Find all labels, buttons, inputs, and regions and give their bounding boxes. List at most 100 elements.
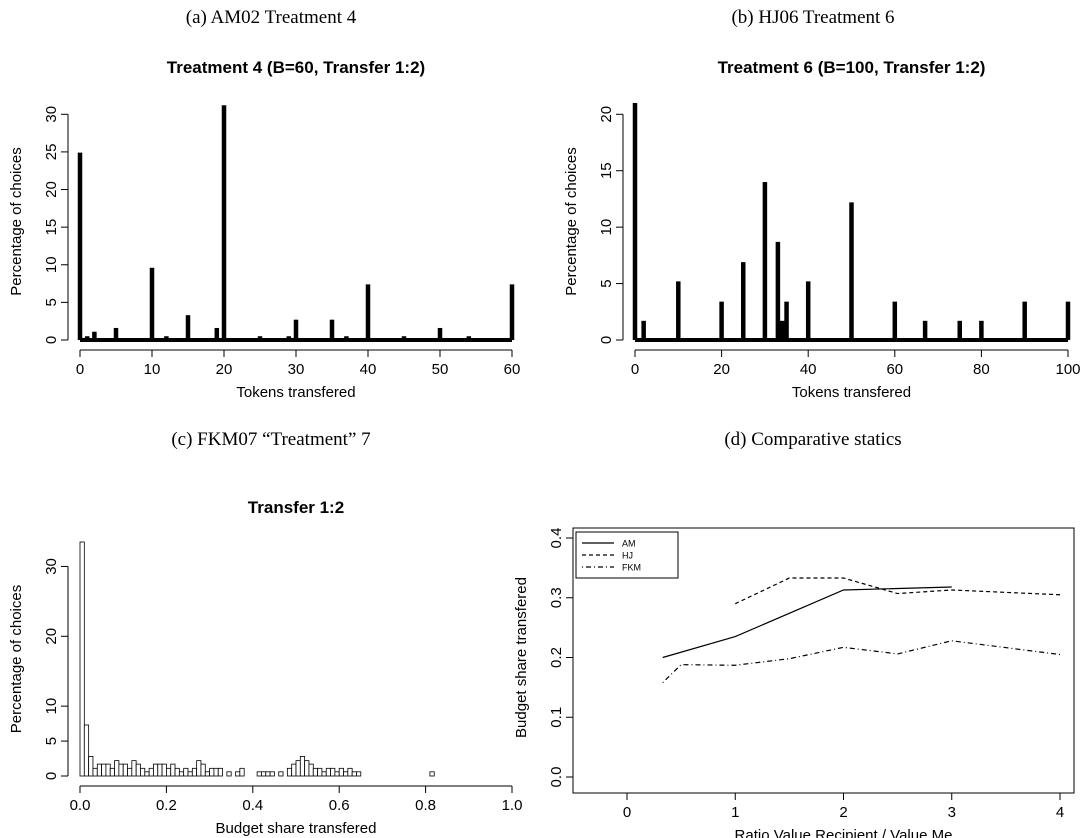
x-tick-label: 30 — [288, 361, 305, 378]
panel-caption: (a) AM02 Treatment 4 — [185, 7, 357, 28]
x-tick-label: 60 — [504, 361, 521, 378]
histogram-bar — [213, 767, 219, 777]
histogram-bar — [174, 767, 180, 777]
x-tick-label: 20 — [216, 361, 233, 378]
histogram-bar — [226, 771, 232, 777]
x-tick-label: 80 — [973, 361, 990, 378]
x-tick-label: 0.2 — [156, 797, 177, 814]
histogram-bar — [127, 767, 133, 777]
histogram-bar — [347, 767, 353, 777]
y-tick-label: 0.1 — [548, 707, 565, 728]
histogram-bar — [165, 767, 172, 777]
histogram-bar — [191, 767, 198, 777]
y-tick-label: 20 — [43, 628, 60, 645]
y-tick-label: 5 — [598, 279, 615, 287]
y-tick-label: 0 — [43, 336, 60, 344]
histogram-bar — [261, 771, 267, 777]
y-tick-label: 15 — [43, 219, 60, 236]
histogram-bar — [109, 767, 115, 777]
x-axis-label: Tokens transfered — [236, 384, 355, 401]
chart-title: Treatment 4 (B=60, Transfer 1:2) — [167, 58, 425, 77]
x-tick-label: 0 — [623, 804, 631, 821]
histogram-bar — [187, 771, 193, 777]
chart-d: 0 1 2 3 4 0.0 0.1 0.2 0.3 0.4 Ratio Value Recipien… — [513, 527, 1075, 838]
histogram-bar — [209, 767, 215, 777]
panel-caption: (d) Comparative statics — [724, 429, 902, 450]
panel-b: (b) HJ06 Treatment 6 0 20 40 60 80 100 0 5 10 15 2… — [542, 0, 1084, 419]
chart-c: 0.0 0.2 0.4 0.6 0.8 1.0 0 5 10 20 30 Budget share t… — [8, 498, 522, 837]
legend-label: AM — [622, 539, 636, 549]
x-tick-label: 40 — [800, 361, 817, 378]
histogram-bar — [96, 763, 102, 777]
chart-title: Treatment 6 (B=100, Transfer 1:2) — [718, 58, 986, 77]
histogram-bar — [317, 767, 323, 777]
histogram-bar — [338, 767, 344, 777]
histogram-bar — [178, 771, 185, 777]
histogram-bar — [114, 760, 120, 777]
histogram-bar — [79, 541, 85, 777]
y-axis-label: Percentage of choices — [563, 147, 580, 295]
x-tick-label: 40 — [360, 361, 377, 378]
histogram-bar — [278, 771, 284, 777]
histogram-bar — [356, 771, 362, 777]
y-tick-label: 25 — [43, 144, 60, 161]
y-tick-label: 0.2 — [548, 647, 565, 668]
histogram-bar — [204, 771, 210, 777]
chart-b: 0 20 40 60 80 100 0 5 10 15 20 Tokens transfered Per… — [563, 58, 1081, 401]
histogram-bar — [304, 760, 310, 777]
y-axis-label: Percentage of choices — [8, 147, 25, 295]
histogram-bar — [308, 763, 314, 777]
y-tick-label: 15 — [598, 162, 615, 179]
histogram-bar — [330, 767, 336, 777]
x-tick-label: 1 — [731, 804, 739, 821]
x-axis-label: Budget share transfered — [216, 820, 377, 837]
histogram-bar — [265, 771, 271, 777]
y-axis-label: Budget share transfered — [513, 577, 530, 738]
histogram-bar — [105, 763, 111, 777]
histogram-bar — [161, 763, 167, 777]
y-tick-label: 0.4 — [548, 528, 565, 549]
y-axis-label: Percentage of choices — [8, 585, 25, 733]
histogram-bar — [299, 756, 306, 777]
histogram-bar — [351, 771, 357, 777]
histogram-bar — [196, 760, 202, 777]
y-tick-label: 0.3 — [548, 587, 565, 608]
histogram-bar — [325, 767, 331, 777]
y-tick-label: 5 — [43, 737, 60, 745]
x-axis-label: Tokens transfered — [792, 384, 911, 401]
x-tick-label: 3 — [948, 804, 956, 821]
y-tick-label: 30 — [43, 558, 60, 575]
histogram-bar — [170, 763, 176, 777]
histogram-bar — [183, 767, 189, 777]
histogram-bar — [343, 771, 349, 777]
histogram-bar — [144, 771, 150, 777]
y-tick-label: 10 — [43, 256, 60, 273]
x-tick-label: 100 — [1055, 361, 1080, 378]
histogram-bar — [101, 763, 107, 777]
histogram-bar — [153, 763, 159, 777]
histogram-bar — [131, 760, 137, 777]
y-tick-label: 20 — [598, 106, 615, 123]
histogram-bar — [312, 767, 318, 777]
histogram-bar — [135, 763, 141, 777]
legend-label: HJ — [622, 551, 633, 561]
x-tick-label: 4 — [1056, 804, 1064, 821]
histogram-bar — [286, 767, 293, 777]
x-tick-label: 20 — [713, 361, 730, 378]
x-tick-label: 0 — [631, 361, 639, 378]
x-tick-label: 0 — [76, 361, 84, 378]
histogram-bar — [217, 767, 223, 777]
histogram-bar — [429, 771, 435, 777]
x-tick-label: 0.8 — [415, 797, 436, 814]
y-tick-label: 0 — [598, 336, 615, 344]
histogram-bar — [118, 763, 124, 777]
x-tick-label: 60 — [886, 361, 903, 378]
histogram-bar — [140, 767, 146, 777]
x-tick-label: 0.0 — [70, 797, 91, 814]
chart-title: Transfer 1:2 — [248, 498, 344, 517]
y-tick-label: 10 — [43, 698, 60, 715]
series-line-am — [662, 586, 952, 659]
histogram-bar — [321, 771, 327, 777]
x-tick-label: 0.6 — [329, 797, 350, 814]
x-tick-label: 10 — [144, 361, 161, 378]
